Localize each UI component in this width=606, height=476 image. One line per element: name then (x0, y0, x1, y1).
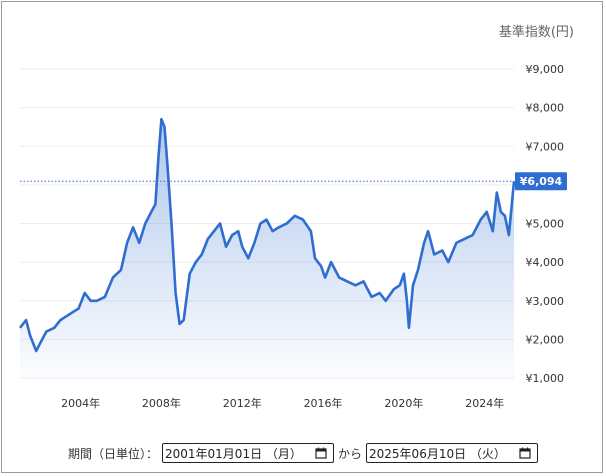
x-tick-label: 2004年 (61, 396, 100, 410)
start-date-input[interactable]: 2001年01月01日 （月） (162, 443, 334, 463)
y-tick-label: ¥1,000 (526, 372, 565, 385)
unit-label: 基準指数(円) (498, 25, 574, 40)
series-area (20, 119, 514, 378)
current-value-label: ¥6,094 (520, 175, 563, 188)
series-line[interactable] (18, 117, 516, 353)
y-tick-label: ¥2,000 (526, 333, 565, 346)
end-date-input[interactable]: 2025年06月10日 （火） (366, 443, 539, 463)
current-value-badge (515, 172, 567, 191)
nav-chart[interactable]: ¥9,000¥8,000¥7,000¥6,000¥5,000¥4,000¥3,0… (2, 2, 604, 432)
period-selector: 期間（日単位）： 2001年01月01日 （月） から 2025年06月10日 … (2, 442, 604, 464)
y-tick-label: ¥4,000 (526, 256, 565, 269)
start-date-value: 2001年01月01日 （月） (165, 446, 302, 461)
y-tick-label: ¥5,000 (526, 218, 565, 231)
x-tick-label: 2020年 (384, 396, 423, 410)
calendar-icon[interactable] (315, 447, 327, 459)
calendar-icon[interactable] (519, 447, 531, 459)
y-tick-label: ¥7,000 (526, 140, 565, 153)
range-separator: から (338, 446, 363, 461)
x-tick-label: 2024年 (465, 396, 504, 410)
end-date-value: 2025年06月10日 （火） (369, 446, 506, 461)
x-tick-label: 2012年 (223, 396, 262, 410)
x-tick-label: 2008年 (142, 396, 181, 410)
y-tick-label: ¥8,000 (526, 102, 565, 115)
period-label: 期間（日単位）： (67, 446, 158, 461)
y-tick-label: ¥9,000 (526, 63, 565, 76)
x-tick-label: 2016年 (304, 396, 343, 410)
y-tick-label: ¥3,000 (526, 295, 565, 308)
